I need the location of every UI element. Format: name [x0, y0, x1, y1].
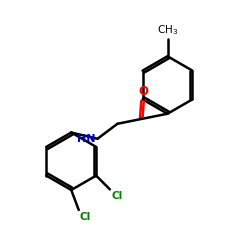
Text: HN: HN	[77, 134, 96, 144]
Text: O: O	[139, 85, 149, 98]
Text: Cl: Cl	[111, 192, 122, 202]
Text: CH$_3$: CH$_3$	[157, 24, 178, 38]
Text: Cl: Cl	[80, 212, 91, 222]
